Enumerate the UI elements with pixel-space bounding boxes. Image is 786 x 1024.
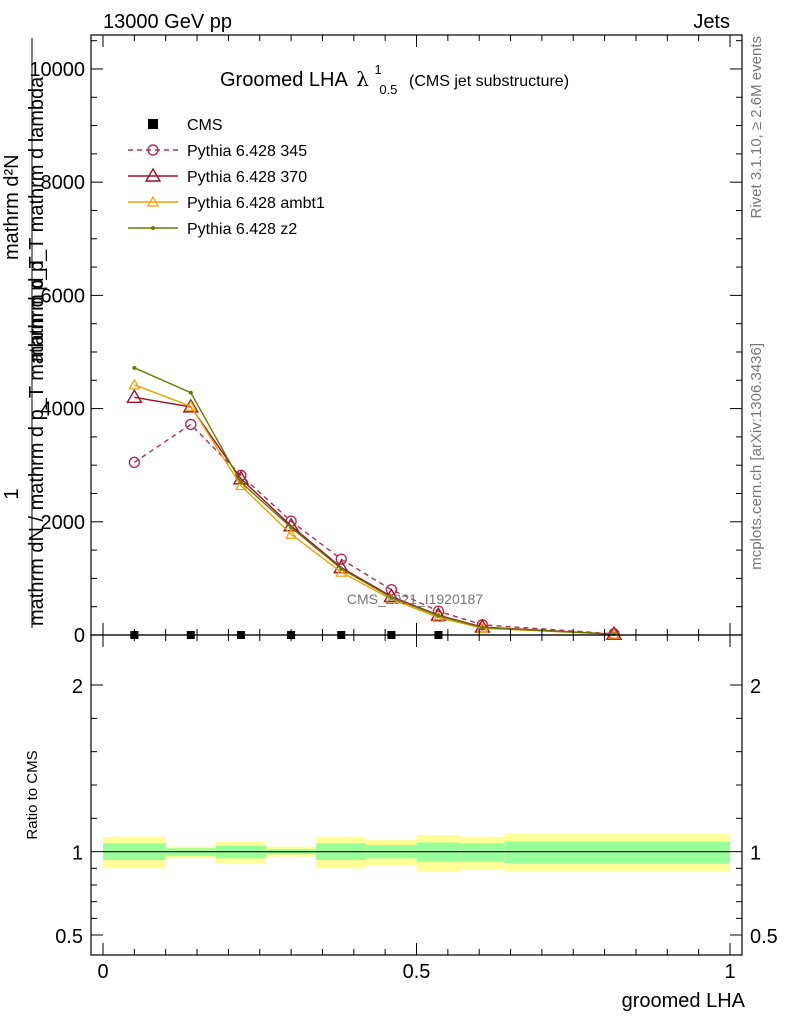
series-marker-dot xyxy=(339,566,344,571)
plot-title-main: Groomed LHA xyxy=(220,69,348,91)
legend-label: Pythia 6.428 z2 xyxy=(187,221,297,238)
series-marker-triangle xyxy=(605,625,623,640)
main-ytick-label: 6000 xyxy=(41,285,86,307)
series-marker-dot xyxy=(132,365,137,370)
header-energy: 13000 GeV pp xyxy=(103,11,232,33)
legend-marker-dot xyxy=(151,226,155,230)
plot-title-suffix: (CMS jet substructure) xyxy=(409,73,569,90)
series-line-1 xyxy=(133,423,615,635)
legend-entry: Pythia 6.428 370 xyxy=(128,167,307,186)
ylabel-numerator-top: mathrm d²N xyxy=(1,154,23,260)
main-ytick-label: 8000 xyxy=(41,172,86,194)
series-marker-small-triangle xyxy=(184,400,197,411)
plot-title-symbol: λ xyxy=(356,67,369,91)
ratio-ytick-label-right: 1 xyxy=(750,843,761,865)
legend-entry: Pythia 6.428 345 xyxy=(128,143,307,160)
xtick-label: 1 xyxy=(724,961,735,983)
plot-title: Groomed LHA λ 1 0.5 (CMS jet substructur… xyxy=(220,57,569,99)
ratio-ytick-label: 0.5 xyxy=(55,926,83,948)
series-marker-triangle xyxy=(126,388,143,403)
ratio-ylabel: Ratio to CMS xyxy=(24,750,41,839)
main-ytick-label: 2000 xyxy=(41,512,86,534)
series-marker-dot xyxy=(389,595,394,600)
series-marker-dot xyxy=(289,525,294,530)
header-process: Jets xyxy=(693,11,730,33)
ratio-band-inner xyxy=(504,841,730,864)
main-ylabel: 1 mathrm dN / mathrm d p_T mathrm d p_T … xyxy=(1,38,48,628)
watermark: CMS_2021_I1920187 xyxy=(347,591,483,607)
xlabel: groomed LHA xyxy=(622,990,746,1012)
main-ytick-label: 10000 xyxy=(29,59,85,81)
ratio-ytick-label-right: 2 xyxy=(750,676,761,698)
ratio-ytick-label: 1 xyxy=(72,843,83,865)
ratio-plot-frame xyxy=(90,634,743,956)
series-marker-circle xyxy=(128,456,141,469)
series-line-3 xyxy=(134,384,615,635)
series-marker-dot xyxy=(188,390,193,395)
legend-label: Pythia 6.428 ambt1 xyxy=(187,195,325,212)
series-marker-circle xyxy=(335,553,347,565)
legend-marker-triangle xyxy=(144,167,162,182)
ylabel-numerator-sub: mathrm d p_T mathrm d lambda xyxy=(26,76,48,362)
rivet-version-label: Rivet 3.1.10, ≥ 2.6M events xyxy=(748,36,765,219)
mcplots-label: mcplots.cern.ch [arXiv:1306.3436] xyxy=(748,343,765,570)
legend-label: Pythia 6.428 345 xyxy=(187,143,307,160)
legend-entry: Pythia 6.428 z2 xyxy=(128,221,297,238)
ylabel-one: 1 xyxy=(1,488,23,499)
legend-label: CMS xyxy=(187,117,223,134)
xtick-label: 0.5 xyxy=(403,961,431,983)
ratio-band-inner xyxy=(460,843,505,862)
series-marker-dot xyxy=(238,480,243,485)
series-marker-small-triangle xyxy=(128,378,141,390)
legend-entry: Pythia 6.428 ambt1 xyxy=(128,195,325,212)
plot-title-sup: 1 xyxy=(375,62,382,77)
series-marker-dot xyxy=(480,625,485,630)
series-marker-small-triangle xyxy=(335,565,348,577)
legend-marker-small-triangle xyxy=(146,195,160,207)
series-marker-dot xyxy=(436,613,441,618)
ratio-ytick-label-right: 0.5 xyxy=(750,926,778,948)
ratio-ytick-label: 2 xyxy=(72,676,83,698)
legend-entry: CMS xyxy=(148,117,223,134)
main-plot-panel: 0 2000 4000 6000 8000 10000 Groomed LHA λ 1 0… xyxy=(1,34,743,647)
legend-marker-square xyxy=(148,119,158,129)
series-marker-triangle xyxy=(182,398,199,413)
legend: CMS Pythia 6.428 345 Pythia 6.428 370 Pythi… xyxy=(128,117,325,238)
legend-marker-circle xyxy=(147,144,159,156)
plot-title-sub: 0.5 xyxy=(379,82,397,97)
legend-label: Pythia 6.428 370 xyxy=(187,169,307,186)
main-ytick-label: 4000 xyxy=(41,399,86,421)
series-marker-circle xyxy=(185,418,197,431)
main-ytick-label: 0 xyxy=(74,625,85,647)
ratio-plot-panel: 0.5 0.5 1 1 2 2 0 0.5 1 Ratio to CMS groomed LHA xyxy=(24,634,778,1012)
series-marker-small-triangle xyxy=(285,528,298,539)
xtick-label: 0 xyxy=(97,961,108,983)
